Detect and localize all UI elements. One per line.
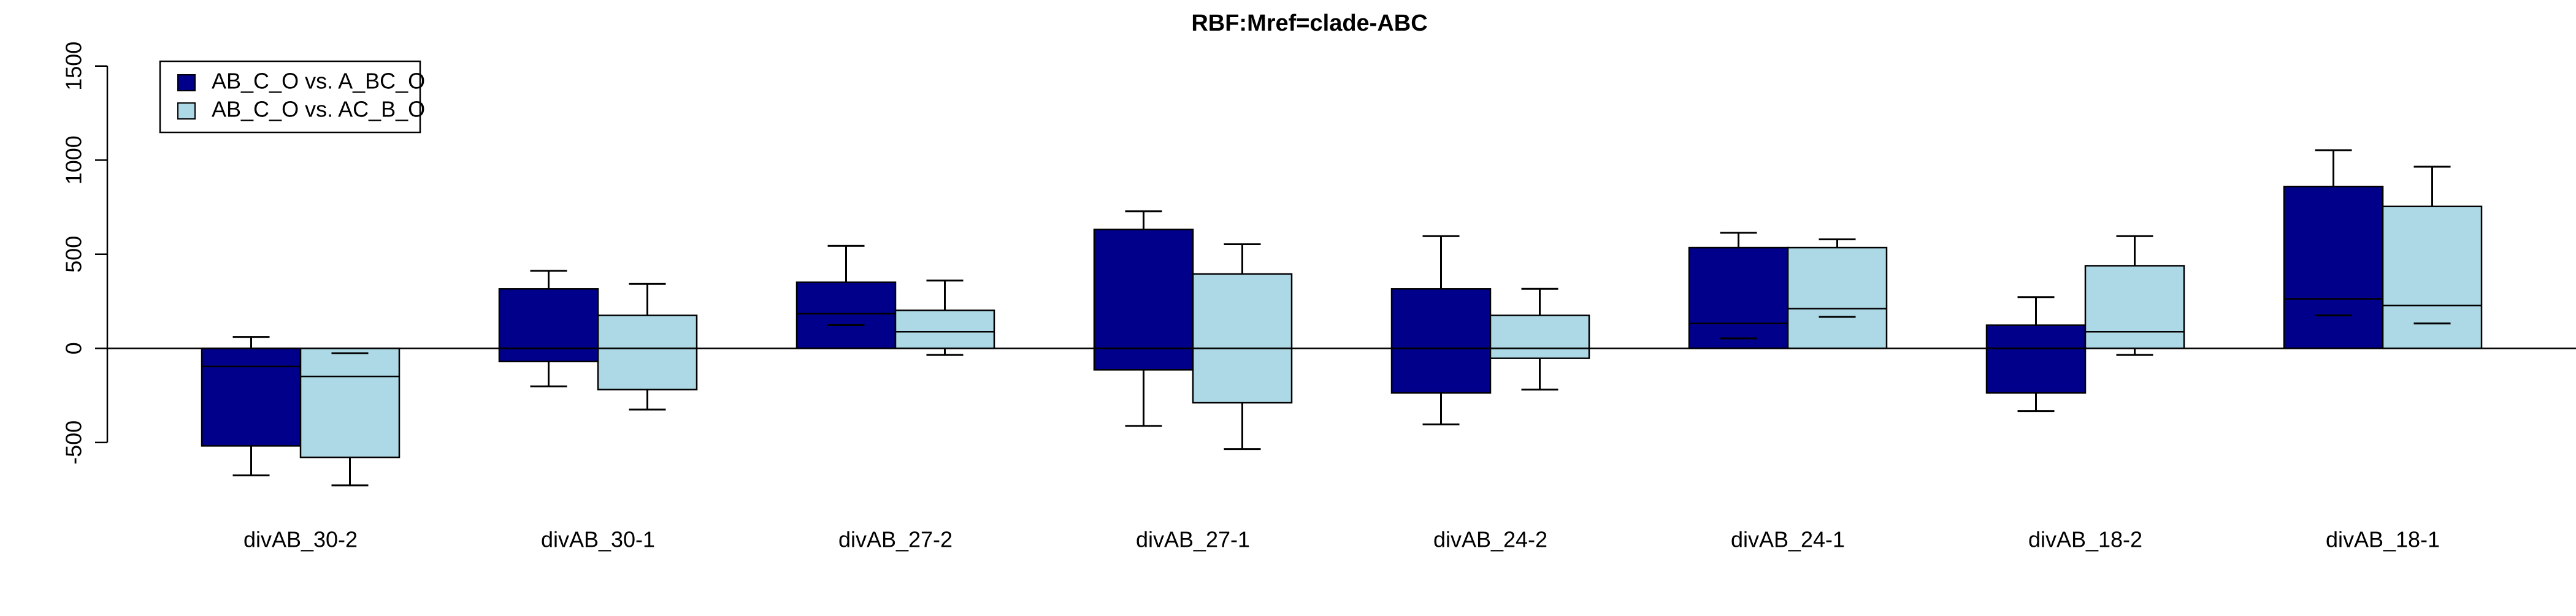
chart-title: RBF:Mref=clade-ABC [1191, 10, 1427, 36]
legend-box [159, 60, 421, 134]
x-tick-label: divAB_30-1 [541, 527, 655, 552]
box [201, 348, 302, 447]
box [1489, 314, 1590, 359]
box [1688, 246, 1789, 349]
x-tick-label: divAB_24-2 [1433, 527, 1547, 552]
y-tick-label: 1500 [61, 42, 86, 91]
box [2084, 265, 2185, 349]
box [1787, 246, 1888, 349]
x-tick-label: divAB_18-1 [2326, 527, 2440, 552]
box [1093, 229, 1194, 371]
legend-swatch [177, 102, 196, 120]
x-tick-label: divAB_30-2 [243, 527, 358, 552]
x-tick-label: divAB_18-2 [2028, 527, 2142, 552]
y-tick-label: 0 [61, 342, 86, 354]
x-tick-label: divAB_27-1 [1136, 527, 1250, 552]
y-tick-label: -500 [61, 420, 86, 465]
box [1192, 273, 1293, 404]
box [2382, 205, 2483, 349]
legend-label: AB_C_O vs. A_BC_O [212, 69, 425, 94]
box [299, 348, 401, 458]
legend-label: AB_C_O vs. AC_B_O [212, 97, 425, 122]
y-tick-label: 1000 [61, 135, 86, 184]
box [1390, 288, 1492, 394]
x-tick-label: divAB_27-2 [838, 527, 953, 552]
legend-swatch [177, 74, 196, 91]
box [894, 310, 995, 349]
x-tick-label: divAB_24-1 [1731, 527, 1845, 552]
box [2283, 185, 2384, 349]
box [597, 314, 698, 390]
box [1985, 324, 2087, 394]
y-tick-label: 500 [61, 236, 86, 273]
box [498, 288, 599, 363]
box [795, 281, 897, 349]
